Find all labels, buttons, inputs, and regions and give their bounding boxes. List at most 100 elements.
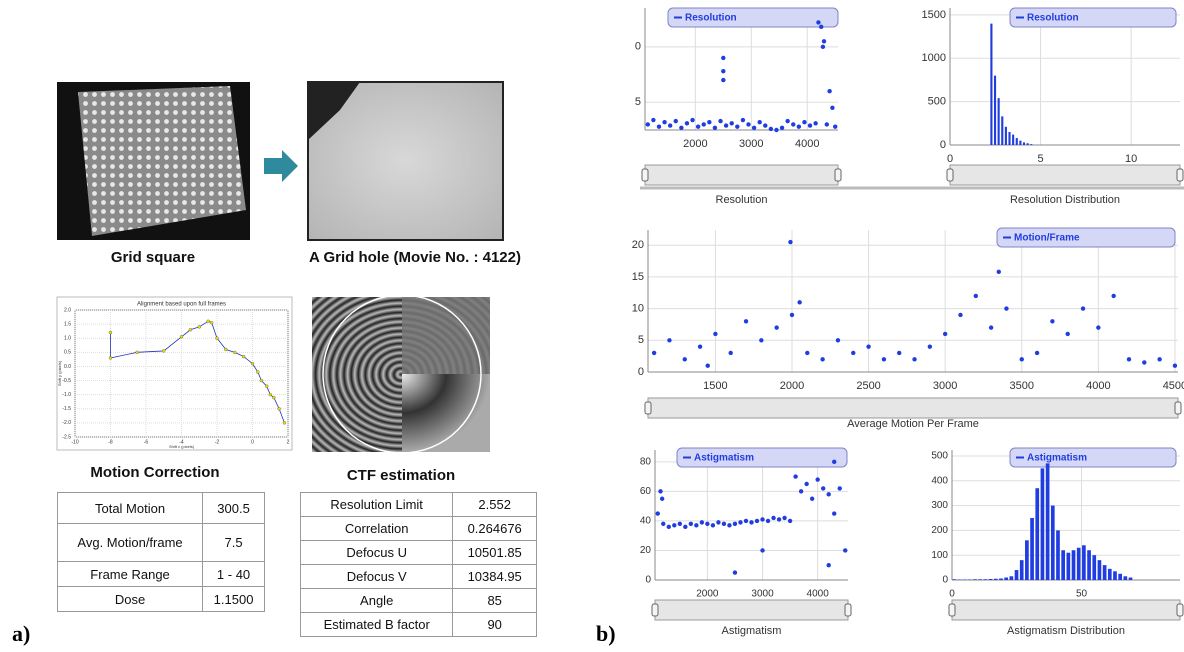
point (162, 349, 166, 353)
plot-area (952, 450, 1180, 580)
hist-bar (1014, 570, 1019, 580)
point (1142, 360, 1147, 365)
cell: 0.264676 (452, 516, 537, 541)
point (832, 511, 837, 516)
point (751, 125, 757, 130)
point (684, 121, 690, 126)
point (729, 121, 734, 126)
point (656, 124, 662, 129)
cell: 85 (452, 588, 537, 613)
hist-bar (1113, 571, 1117, 580)
point (721, 77, 726, 83)
point (721, 521, 727, 527)
hist-bar (1019, 560, 1024, 580)
point (658, 489, 663, 494)
hist-bar (997, 98, 1000, 145)
point (826, 492, 831, 497)
y-tick-label: 0 (638, 366, 644, 378)
point (1111, 293, 1116, 299)
hist-bar (1102, 565, 1107, 580)
point (694, 523, 699, 528)
hist-bar (988, 579, 993, 580)
y-axis-label: Shift y (pixels) (57, 360, 62, 386)
point (707, 120, 712, 125)
point (793, 474, 798, 479)
hist-bar (1022, 142, 1026, 145)
x-tick-label: 5 (1037, 153, 1043, 165)
hist-bar (1004, 577, 1008, 580)
hist-bar (1001, 116, 1004, 145)
hist-bar (999, 578, 1003, 580)
hist-bar (1107, 568, 1112, 580)
range-handle (644, 401, 652, 415)
point (759, 338, 764, 343)
x-tick-label: 50 (1076, 589, 1088, 600)
point (682, 357, 687, 362)
point (757, 120, 762, 125)
caption: A Grid hole (Movie No. : 4122) (309, 249, 521, 266)
point (721, 55, 726, 61)
point (699, 520, 705, 525)
point (727, 523, 732, 528)
y-tick-label: 0.5 (64, 350, 71, 356)
hist-bar (1082, 545, 1086, 580)
point (807, 123, 813, 128)
point (224, 347, 228, 352)
caption: Motion Correction (90, 464, 219, 481)
y-tick-label: -2.5 (62, 434, 71, 440)
legend-label: Resolution (685, 13, 737, 24)
chart-caption: Astigmatism Distribution (1007, 625, 1125, 637)
point (1034, 350, 1040, 356)
y-tick-label: 400 (931, 475, 948, 486)
legend-box (1009, 447, 1177, 468)
point (815, 477, 820, 482)
point (973, 293, 979, 299)
point (667, 338, 672, 343)
point (779, 125, 785, 130)
point (796, 124, 802, 129)
hist-bar (1009, 576, 1014, 580)
point (788, 239, 793, 245)
cell: 10501.85 (452, 540, 537, 565)
y-tick-label: 0 (942, 575, 948, 586)
point (697, 344, 703, 349)
x-tick-label: -10 (71, 439, 78, 445)
x-tick-label: -2 (215, 439, 220, 445)
range-handle (948, 603, 956, 617)
point (250, 361, 255, 366)
point (1157, 357, 1162, 362)
y-tick-label: 1.5 (64, 321, 71, 327)
range-handle (844, 603, 852, 617)
y-tick-label: 100 (931, 550, 948, 561)
point (835, 338, 841, 343)
x-tick-label: 0 (947, 153, 953, 165)
legend-box (996, 227, 1176, 248)
point (718, 118, 723, 124)
legend-label: Astigmatism (1027, 453, 1087, 464)
cell: 2.552 (452, 492, 537, 517)
point (827, 88, 832, 94)
point (282, 421, 287, 425)
legend-box (1009, 7, 1177, 28)
cell: Dose (56, 586, 204, 612)
point (738, 520, 743, 525)
x-tick-label: -8 (108, 439, 113, 445)
range-selector (644, 164, 839, 186)
y-tick-label: 200 (931, 525, 948, 536)
point (659, 496, 665, 501)
point (942, 331, 948, 337)
point (108, 356, 113, 360)
chart-caption: Average Motion Per Frame (847, 418, 979, 430)
plot-area (950, 8, 1180, 145)
point (791, 122, 796, 127)
point (988, 325, 994, 330)
point (712, 125, 718, 130)
point (701, 122, 706, 127)
x-tick-label: 4000 (1086, 380, 1110, 392)
hist-bar (1030, 517, 1034, 580)
point (716, 520, 721, 525)
y-tick-label: 0 (635, 41, 641, 53)
point (760, 517, 765, 522)
point (705, 363, 710, 368)
